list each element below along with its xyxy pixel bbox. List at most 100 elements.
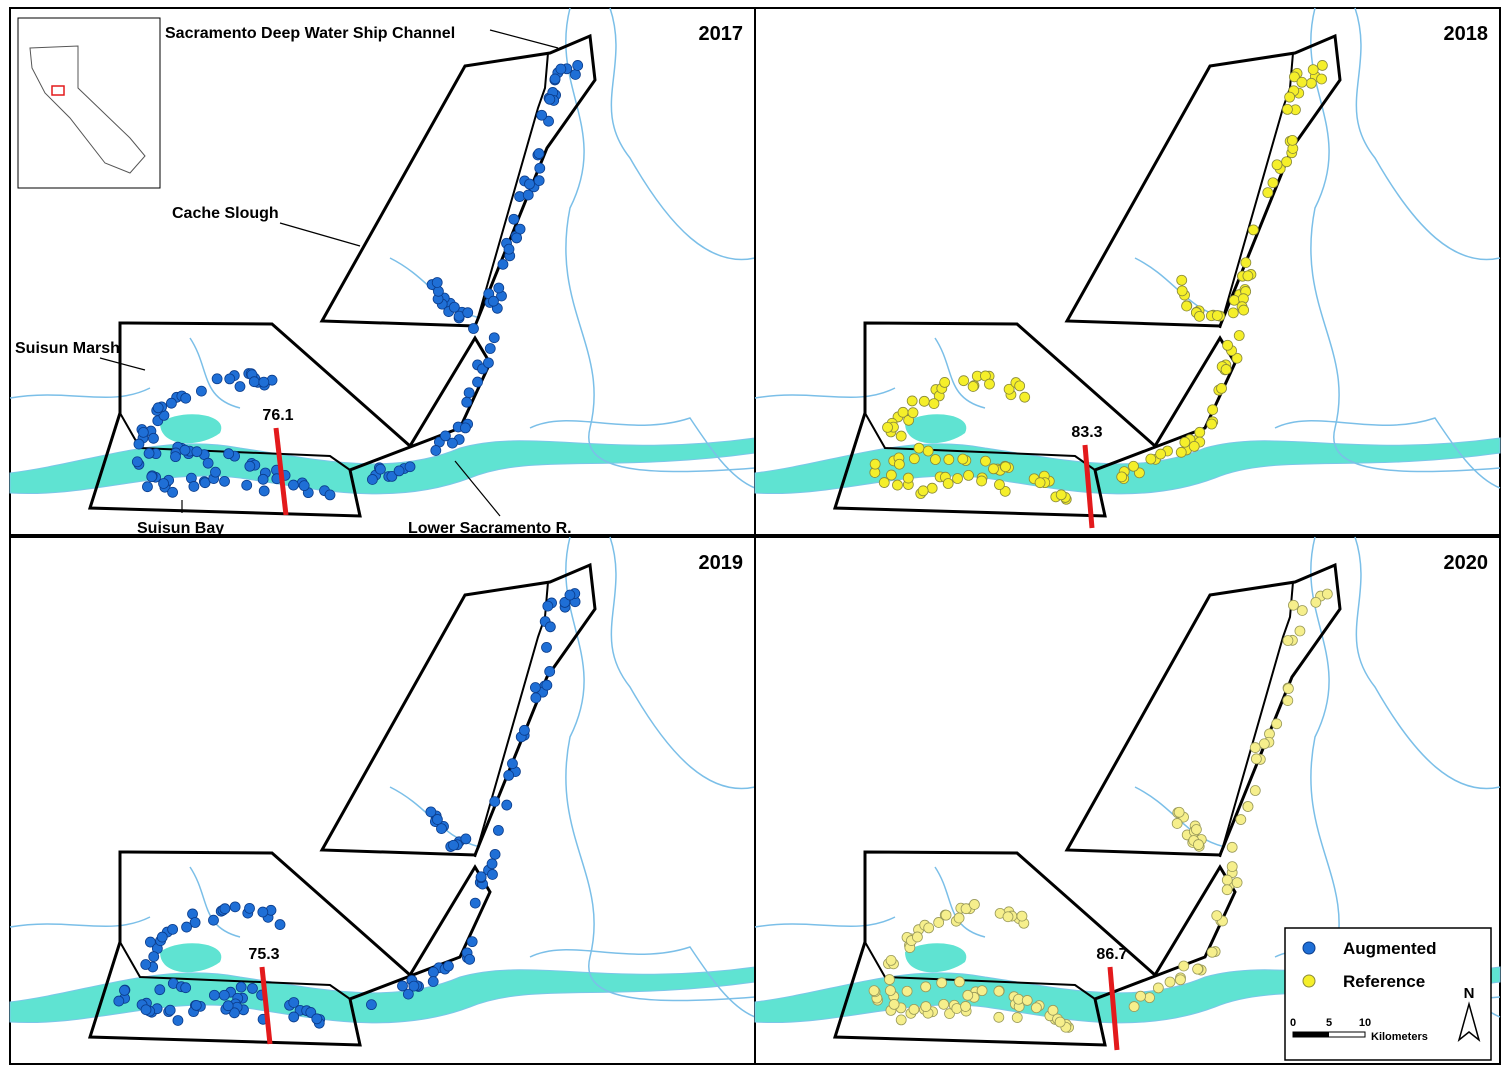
detection-point: [258, 485, 270, 497]
detection-point: [1181, 300, 1192, 312]
detection-point: [133, 438, 145, 450]
detection-point: [1226, 861, 1238, 872]
detection-point: [366, 999, 377, 1011]
detection-point: [544, 666, 556, 677]
river: [189, 866, 241, 938]
detection-point: [448, 301, 460, 313]
detection-point: [475, 871, 487, 883]
detection-point: [179, 444, 191, 456]
detection-point: [1173, 806, 1185, 818]
detection-point: [960, 903, 972, 915]
detection-point: [367, 474, 378, 485]
detection-point: [244, 460, 256, 472]
stratum-boundary: [87, 850, 492, 1047]
river: [529, 946, 756, 1018]
detection-point: [425, 806, 437, 818]
detection-point: [1321, 588, 1333, 600]
detection-point: [440, 430, 451, 442]
legend-label: Reference: [1343, 972, 1425, 991]
detection-point: [258, 376, 270, 388]
detection-point: [1271, 718, 1283, 730]
detection-point: [448, 839, 459, 851]
detection-point: [180, 982, 192, 994]
detection-point: [1193, 839, 1204, 850]
detection-point: [908, 453, 920, 465]
detection-point: [984, 378, 995, 390]
water-body: [160, 414, 222, 444]
detection-point: [257, 473, 269, 485]
detection-point: [1221, 884, 1233, 896]
detection-point: [1176, 274, 1188, 286]
detection-point: [165, 397, 177, 409]
detection-point: [1211, 910, 1223, 921]
stratum-boundary: [119, 941, 351, 1000]
detection-point: [489, 796, 501, 808]
river: [1310, 7, 1501, 473]
detection-point: [142, 481, 153, 493]
detection-point: [167, 923, 179, 935]
detection-point: [533, 148, 545, 159]
detection-point: [980, 455, 991, 467]
detection-point: [572, 60, 584, 71]
map-panel: 75.3 2019: [9, 536, 756, 1065]
detection-point: [1030, 1002, 1042, 1014]
detection-point: [1135, 990, 1146, 1002]
detection-point: [1238, 304, 1250, 316]
detection-point: [298, 480, 310, 492]
detection-point: [1282, 104, 1293, 115]
detection-point: [1286, 134, 1298, 146]
detection-point: [393, 465, 405, 477]
detection-point: [180, 392, 192, 404]
detection-point: [976, 475, 987, 487]
detection-point: [895, 430, 907, 442]
detection-point: [906, 395, 918, 407]
detection-point: [1176, 285, 1188, 297]
river: [754, 387, 896, 399]
detection-point: [181, 921, 192, 933]
detection-point: [529, 682, 541, 693]
detection-point: [428, 966, 439, 978]
detection-point: [953, 912, 965, 924]
detection-point: [208, 989, 220, 1001]
detection-point: [1249, 742, 1261, 753]
stratum-boundary: [319, 33, 597, 328]
annotation-arrow: [279, 222, 361, 247]
detection-point: [191, 446, 203, 458]
detection-point: [1000, 461, 1011, 473]
median-line: [1107, 966, 1120, 1051]
year-label: 2019: [699, 552, 744, 574]
stratum-boundary: [319, 562, 597, 857]
detection-point: [519, 724, 530, 736]
detection-point: [210, 466, 221, 478]
detection-point: [1289, 71, 1300, 83]
legend-label: Augmented: [1343, 939, 1437, 958]
detection-point: [223, 448, 235, 460]
detection-point: [530, 692, 542, 704]
detection-point: [1242, 270, 1254, 282]
detection-point: [940, 909, 952, 921]
detection-point: [936, 977, 948, 989]
detection-point: [224, 373, 236, 385]
detection-point: [1014, 380, 1026, 392]
detection-point: [938, 998, 950, 1010]
median-line: [1082, 444, 1095, 529]
detection-point: [544, 621, 556, 633]
detection-point: [895, 1014, 907, 1026]
detection-point: [1282, 695, 1294, 706]
detection-point: [146, 471, 158, 483]
detection-point: [199, 477, 211, 489]
detection-point: [1216, 382, 1227, 394]
detection-point: [1192, 963, 1204, 975]
detection-point: [1178, 960, 1190, 972]
detection-point: [892, 479, 903, 491]
detection-point: [920, 981, 932, 993]
median-label: 76.1: [262, 407, 293, 424]
detection-point: [1194, 310, 1205, 322]
detection-point: [408, 980, 420, 992]
north-arrow: [1457, 1001, 1481, 1043]
detection-point: [190, 1000, 202, 1011]
detection-point: [463, 387, 475, 399]
annotation-arrow: [454, 460, 501, 517]
detection-point: [195, 385, 207, 397]
detection-point: [1144, 992, 1155, 1004]
